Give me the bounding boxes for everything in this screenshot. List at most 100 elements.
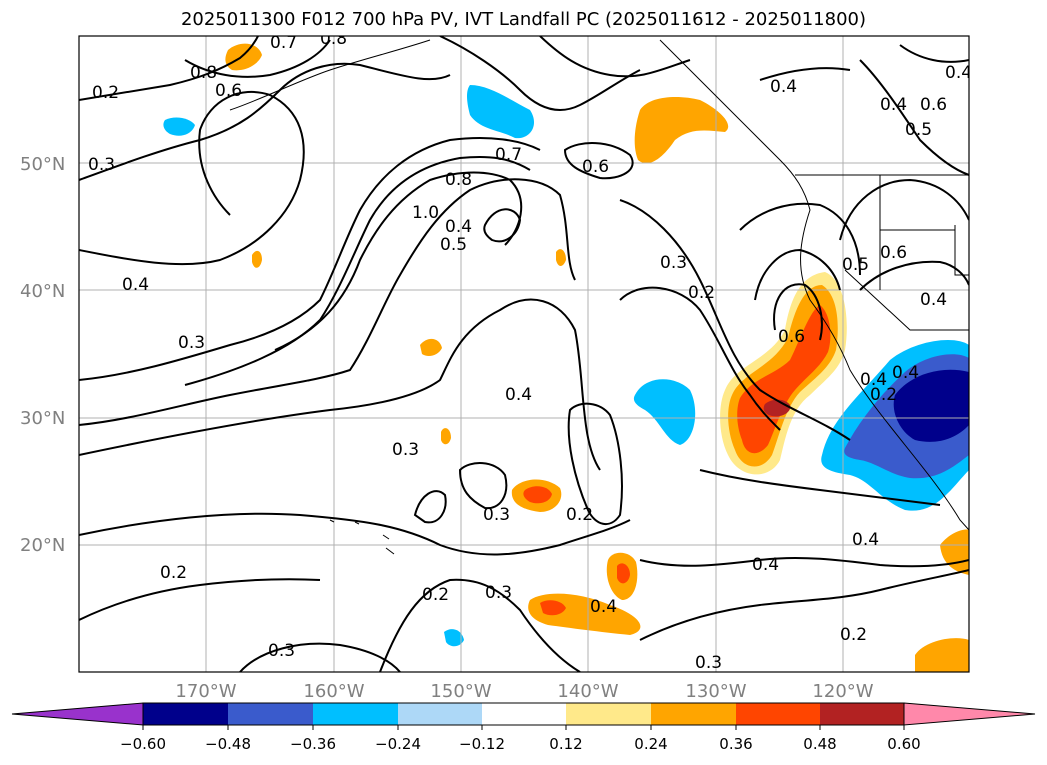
shaded-anomalies <box>163 43 969 672</box>
hawaii-islands <box>329 519 395 555</box>
colorbar-frame <box>142 702 905 726</box>
contour-line <box>839 178 969 241</box>
contour-label: 0.2 <box>160 563 187 583</box>
contour-line <box>79 36 259 101</box>
contour-label: 0.8 <box>320 29 347 49</box>
colorbar-segment <box>398 703 482 725</box>
contour-labels: 0.7 0.8 0.8 0.6 0.2 0.3 0.7 0.8 1.0 0.5 … <box>88 29 972 673</box>
positive-anomaly-small-1 <box>420 338 442 356</box>
contour-label: 0.2 <box>92 83 119 103</box>
contour-label: 0.7 <box>495 145 522 165</box>
contour-label: 0.4 <box>852 530 879 550</box>
graticule <box>79 36 969 672</box>
contour-line <box>619 199 851 441</box>
colorbar-tick-label: −0.60 <box>120 735 166 753</box>
contour-label: 0.3 <box>268 641 295 661</box>
contour-line <box>79 90 305 266</box>
contour-label: 0.3 <box>483 505 510 525</box>
contour-label: 0.2 <box>422 585 449 605</box>
colorbar-tick-label: −0.12 <box>459 735 505 753</box>
colorbar-segment <box>651 703 736 725</box>
lon-label-160w: 160°W <box>303 681 364 702</box>
lon-label-150w: 150°W <box>430 681 491 702</box>
contour-label: 0.6 <box>880 243 907 263</box>
lon-label-120w: 120°W <box>812 681 873 702</box>
colorbar-tick-label: 0.48 <box>803 735 836 753</box>
map-panel: 0.7 0.8 0.8 0.6 0.2 0.3 0.7 0.8 1.0 0.5 … <box>78 29 972 673</box>
contour-label: 0.4 <box>122 275 149 295</box>
alaska-coast <box>229 39 431 111</box>
contour-line <box>79 298 601 471</box>
colorbar-segment <box>143 703 228 725</box>
contour-label: 0.2 <box>566 505 593 525</box>
contour-line <box>699 469 941 506</box>
contour-label: 0.4 <box>752 555 779 575</box>
contour-line <box>379 578 581 672</box>
positive-anomaly-small-3 <box>556 249 566 266</box>
contour-label: 0.8 <box>445 170 472 190</box>
colorbar-segment <box>228 703 313 725</box>
contour-label: 0.4 <box>445 217 472 237</box>
colorbar-segment <box>736 703 820 725</box>
contour-label: 0.3 <box>392 440 419 460</box>
contour-label: 0.5 <box>905 120 932 140</box>
positive-anomaly-pnw <box>634 97 729 164</box>
contour-line <box>619 286 781 431</box>
lat-label-20n: 20°N <box>20 535 65 556</box>
lon-label-140w: 140°W <box>557 681 618 702</box>
colorbar-segment <box>313 703 398 725</box>
colorbar-segment <box>566 703 651 725</box>
negative-anomaly-gulf-alaska <box>467 85 535 139</box>
contour-line <box>773 283 823 341</box>
contour-line <box>79 178 576 426</box>
contour-label: 0.3 <box>695 653 722 673</box>
north-america-coast <box>659 39 969 531</box>
contour-line <box>79 137 541 381</box>
contour-label: 0.4 <box>945 63 972 83</box>
contour-line <box>563 142 634 180</box>
contour-label: 0.3 <box>178 333 205 353</box>
map-title: 2025011300 F012 700 hPa PV, IVT Landfall… <box>180 9 867 30</box>
contour-line <box>79 62 451 181</box>
contour-line <box>413 490 447 524</box>
contour-label: 0.4 <box>590 597 617 617</box>
contour-line <box>859 59 969 176</box>
contour-line <box>184 39 331 78</box>
contour-line <box>759 67 851 81</box>
contour-line <box>79 512 631 556</box>
state-lines <box>844 175 969 331</box>
contour-line <box>239 642 401 672</box>
contour-label: 0.4 <box>892 363 919 383</box>
contour-label: 0.2 <box>688 283 715 303</box>
colorbar: −0.60 −0.48 −0.36 −0.24 −0.12 0.12 0.24 … <box>11 702 1036 753</box>
contour-label: 0.6 <box>215 81 242 101</box>
positive-anomaly-subtropics-1-core <box>523 486 552 504</box>
negative-anomaly-hawaii-south <box>444 629 464 647</box>
contour-label: 0.4 <box>920 290 947 310</box>
contour-label: 0.5 <box>440 235 467 255</box>
colorbar-tick-label: 0.36 <box>719 735 752 753</box>
contour-label: 1.0 <box>412 203 439 223</box>
contour-label: 0.3 <box>485 583 512 603</box>
contour-label: 0.4 <box>880 95 907 115</box>
colorbar-segment <box>820 703 904 725</box>
lat-label-40n: 40°N <box>20 281 65 302</box>
negative-anomaly-aleutian <box>163 117 195 136</box>
contour-label: 0.2 <box>840 625 867 645</box>
positive-anomaly-california-high <box>737 305 831 454</box>
contour-line <box>639 569 969 641</box>
contour-label: 0.3 <box>660 253 687 273</box>
colorbar-ticks <box>142 725 905 730</box>
contour-line <box>458 462 508 510</box>
pv-contours <box>79 36 969 672</box>
contour-line <box>539 36 691 78</box>
positive-anomaly-subtropics-2-core <box>540 600 566 616</box>
positive-anomaly-subtropics-3-core <box>617 563 630 584</box>
contour-line <box>739 202 861 276</box>
contour-line <box>79 578 321 621</box>
latitude-labels: 50°N 40°N 30°N 20°N <box>20 154 65 556</box>
contour-label: 0.8 <box>190 63 217 83</box>
lat-label-30n: 30°N <box>20 408 65 429</box>
contour-line <box>639 556 969 568</box>
